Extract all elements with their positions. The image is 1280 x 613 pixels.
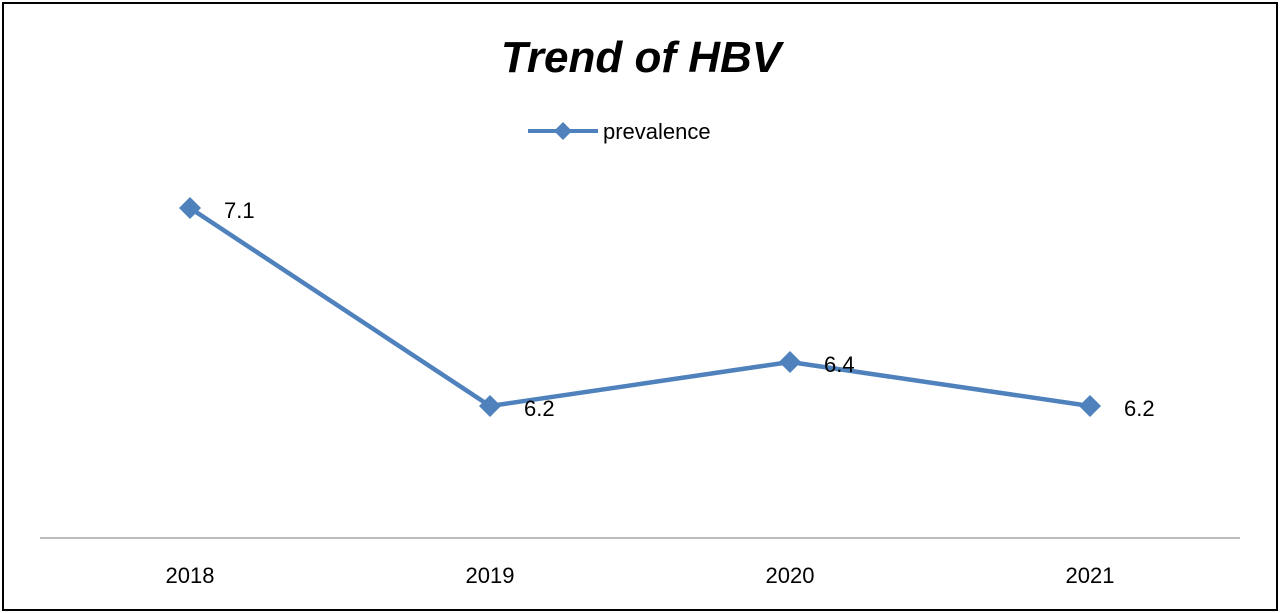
data-label-2018: 7.1 — [224, 198, 255, 223]
data-label-2020: 6.4 — [824, 352, 855, 377]
legend-label-prevalence: prevalence — [603, 119, 711, 144]
legend: prevalence — [528, 119, 711, 144]
chart-title: Trend of HBV — [501, 33, 785, 82]
data-label-2021: 6.2 — [1124, 396, 1155, 421]
data-point-2020 — [779, 351, 801, 373]
x-tick-label-2021: 2021 — [1066, 563, 1115, 588]
series-layer — [179, 197, 1101, 417]
x-tick-label-2020: 2020 — [766, 563, 815, 588]
data-point-2021 — [1079, 395, 1101, 417]
x-tick-label-2018: 2018 — [166, 563, 215, 588]
legend-diamond-marker — [554, 122, 572, 140]
data-point-2018 — [179, 197, 201, 219]
data-point-2019 — [479, 395, 501, 417]
series-line-prevalence — [188, 206, 1091, 409]
x-tick-labels: 2018 2019 2020 2021 — [166, 563, 1115, 588]
data-label-2019: 6.2 — [524, 396, 555, 421]
data-label-layer: 7.1 6.2 6.4 6.2 — [224, 198, 1155, 421]
x-tick-label-2019: 2019 — [466, 563, 515, 588]
